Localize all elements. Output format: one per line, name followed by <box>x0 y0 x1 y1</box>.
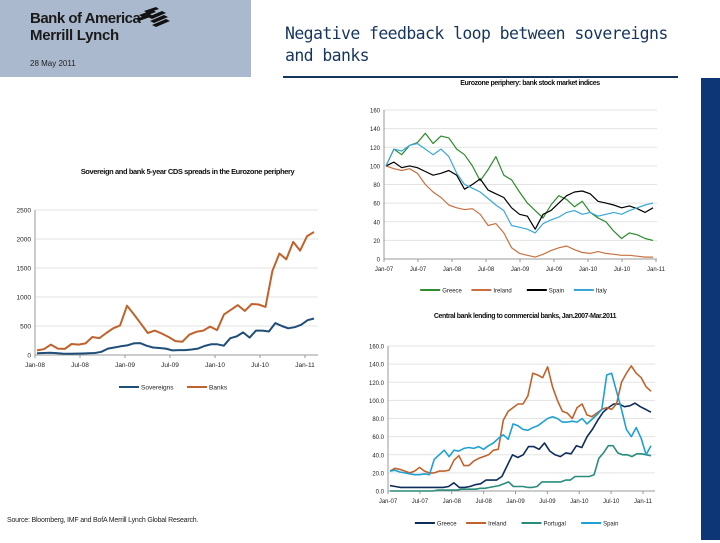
series-line-portugal <box>390 444 652 492</box>
x-tick-label: Jan-10 <box>205 362 225 369</box>
header-panel: Bank of America Merrill Lynch 28 May 201… <box>0 0 251 77</box>
page-title: Negative feedback loop between sovereign… <box>285 24 668 65</box>
series-line-spain <box>389 372 652 476</box>
series-line-italy <box>385 142 654 234</box>
series-line-sovereigns <box>36 317 315 355</box>
y-tick-label: 40.0 <box>372 453 384 459</box>
y-tick-label: 140.0 <box>369 363 385 369</box>
y-tick-label: 160 <box>370 109 381 115</box>
report-date: 28 May 2011 <box>30 59 76 68</box>
title-divider <box>283 76 678 78</box>
y-tick-label: 0.0 <box>376 490 385 496</box>
y-tick-label: 20 <box>373 239 380 245</box>
x-tick-label: Jan-07 <box>379 499 398 505</box>
series-line-greece <box>385 132 654 241</box>
logo-text-line2: Merrill Lynch <box>30 27 119 44</box>
series-line-banks <box>36 231 315 352</box>
x-tick-label: Jan-11 <box>647 267 666 273</box>
x-tick-label: Jul-08 <box>478 267 495 273</box>
legend-label-greece: Greece <box>442 289 462 295</box>
y-tick-label: 60.0 <box>372 435 384 441</box>
x-tick-label: Jan-10 <box>570 499 589 505</box>
legend-label-portugal: Portugal <box>544 522 566 528</box>
y-tick-label: 80.0 <box>372 417 384 423</box>
y-tick-label: 1500 <box>17 266 32 273</box>
x-tick-label: Jan-09 <box>511 267 530 273</box>
y-tick-label: 2000 <box>17 237 32 244</box>
side-accent-bar <box>701 78 720 540</box>
x-tick-label: Jul-08 <box>71 362 89 369</box>
cb-lending-chart: 0.0 20.0 40.0 60.0 80.0 100.0 120.0 140.0 160.0 J… <box>369 345 655 528</box>
y-tick-label: 0 <box>377 258 381 264</box>
x-tick-label: Jul-09 <box>161 362 179 369</box>
y-tick-label: 2500 <box>17 208 32 215</box>
legend-label-spain: Spain <box>603 522 618 528</box>
y-tick-label: 500 <box>20 324 31 331</box>
y-tick-label: 40 <box>373 220 380 226</box>
x-tick-label: Jan-08 <box>443 267 462 273</box>
x-tick-label: Jul-10 <box>603 499 620 505</box>
x-tick-label: Jul-10 <box>614 267 631 273</box>
y-tick-label: 20.0 <box>372 471 384 477</box>
x-tick-label: Jan-09 <box>115 362 135 369</box>
cds-chart: 0 500 1000 1500 2000 2500 Jan-08 Jul-08 Jan-09 Ju… <box>17 208 318 392</box>
x-tick-label: Jan-08 <box>25 362 45 369</box>
x-tick-label: Jan-11 <box>295 362 315 369</box>
x-tick-label: Jan-11 <box>634 499 653 505</box>
y-tick-label: 100 <box>370 164 381 170</box>
x-tick-label: Jan-09 <box>506 499 525 505</box>
legend-label-spain: Spain <box>549 289 564 295</box>
y-tick-label: 0 <box>27 353 31 360</box>
x-tick-label: Jan-10 <box>579 267 598 273</box>
y-tick-label: 140 <box>370 127 381 133</box>
legend-label-sovereigns: Sovereigns <box>141 385 174 392</box>
y-tick-label: 160.0 <box>369 345 385 351</box>
legend-label-banks: Banks <box>209 385 228 392</box>
x-tick-label: Jul-10 <box>251 362 269 369</box>
y-tick-label: 120.0 <box>369 381 385 387</box>
x-tick-label: Jul-07 <box>410 267 427 273</box>
x-tick-label: Jul-07 <box>412 499 429 505</box>
bank-stocks-chart-title: Eurozone periphery: bank stock market in… <box>460 80 600 87</box>
source-note: Source: Bloomberg, IMF and BofA Merrill … <box>7 517 199 524</box>
series-line-spain <box>385 161 654 230</box>
y-tick-label: 100.0 <box>369 399 385 405</box>
y-tick-label: 1000 <box>17 295 32 302</box>
logo-text-line1: Bank of America <box>30 10 141 27</box>
y-tick-label: 120 <box>370 146 381 152</box>
x-tick-label: Jul-09 <box>546 267 563 273</box>
y-tick-label: 80 <box>373 183 380 189</box>
cds-chart-title: Sovereign and bank 5-year CDS spreads in… <box>80 167 295 176</box>
legend-label-greece: Greece <box>437 522 457 528</box>
x-tick-label: Jan-07 <box>375 267 394 273</box>
bank-stocks-chart: 0 20 40 60 80 100 120 140 160 Jan-07 Jul-07 Jan-08 J… <box>370 109 666 295</box>
x-tick-label: Jan-08 <box>443 499 462 505</box>
series-line-ireland <box>385 165 653 258</box>
x-tick-label: Jul-08 <box>475 499 492 505</box>
series-line-ireland <box>389 365 652 474</box>
legend-label-ireland: Ireland <box>488 522 506 528</box>
y-tick-label: 60 <box>373 202 380 208</box>
x-tick-label: Jul-09 <box>539 499 556 505</box>
legend-label-italy: Italy <box>596 289 607 295</box>
legend-label-ireland: Ireland <box>493 289 511 295</box>
cb-lending-chart-title: Central bank lending to commercial banks… <box>433 313 617 320</box>
flag-logo-icon <box>136 7 170 27</box>
